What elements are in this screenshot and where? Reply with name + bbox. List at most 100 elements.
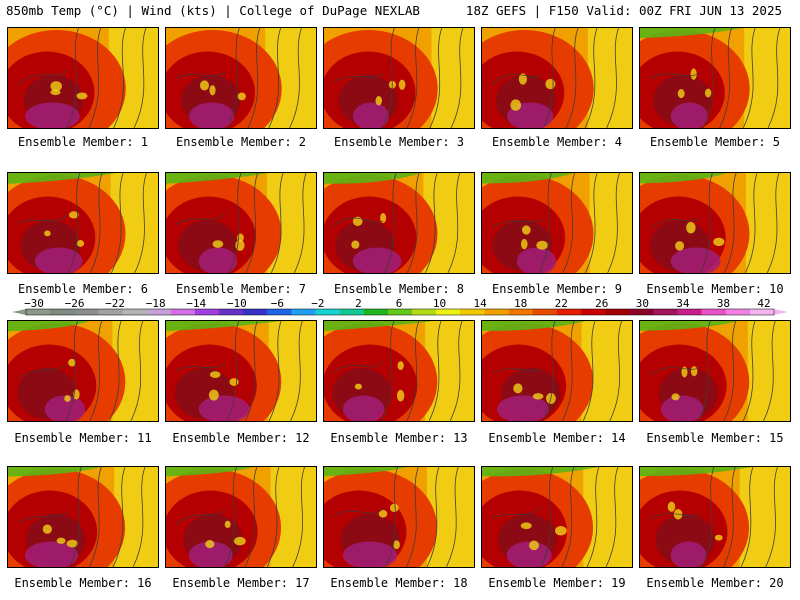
ensemble-member-map <box>165 172 317 274</box>
ensemble-member-caption: Ensemble Member: 11 <box>14 431 152 445</box>
colorbar-segment <box>725 309 751 315</box>
temperature-field <box>324 173 474 273</box>
temperature-field <box>640 467 790 567</box>
colorbar-tick-label: 30 <box>636 298 649 310</box>
ensemble-member-map <box>323 466 475 568</box>
ensemble-member-map <box>7 172 159 274</box>
ensemble-member-map <box>639 320 791 422</box>
colorbar-tick-label: −26 <box>65 298 85 310</box>
ensemble-member-map <box>481 466 633 568</box>
colorbar-tick-label: 10 <box>433 298 446 310</box>
temperature-field <box>482 467 632 567</box>
colorbar-segment <box>412 309 437 315</box>
colorbar-tick-label: −14 <box>186 298 206 310</box>
map-title: 850mb Temp (°C) | Wind (kts) | College o… <box>6 3 420 18</box>
temperature-field <box>482 173 632 273</box>
colorbar-segment <box>629 309 654 315</box>
colorbar-segment <box>387 309 413 315</box>
ensemble-member-caption: Ensemble Member: 18 <box>330 576 468 590</box>
temperature-field <box>640 28 790 128</box>
ensemble-member-caption: Ensemble Member: 14 <box>488 431 626 445</box>
colorbar-segment <box>677 309 702 315</box>
colorbar-segment <box>315 309 340 315</box>
colorbar-tick-label: 14 <box>473 298 487 310</box>
colorbar-segment <box>291 309 316 315</box>
colorbar-tick-label: 38 <box>717 298 730 310</box>
temperature-field <box>324 28 474 128</box>
colorbar-tick-label: −10 <box>227 298 247 310</box>
colorbar-segment <box>50 309 75 315</box>
colorbar-tick-label: 2 <box>355 298 362 310</box>
temperature-field <box>324 321 474 421</box>
colorbar-tick-label: 22 <box>555 298 568 310</box>
colorbar-tick-label: −6 <box>271 298 284 310</box>
ensemble-member-map <box>7 466 159 568</box>
ensemble-member-caption: Ensemble Member: 5 <box>649 135 781 149</box>
ensemble-member-caption: Ensemble Member: 12 <box>172 431 310 445</box>
colorbar-segment <box>653 309 678 315</box>
ensemble-member-caption: Ensemble Member: 6 <box>17 282 149 296</box>
colorbar-segment <box>556 309 582 315</box>
colorbar-segment <box>749 309 775 315</box>
ensemble-member-map <box>7 27 159 129</box>
ensemble-member-caption: Ensemble Member: 10 <box>646 282 784 296</box>
colorbar-tick-label: 18 <box>514 298 527 310</box>
ensemble-member-caption: Ensemble Member: 3 <box>333 135 465 149</box>
colorbar-segment <box>460 309 485 315</box>
model-run-valid-time: 18Z GEFS | F150 Valid: 00Z FRI JUN 13 20… <box>465 3 782 18</box>
temperature-field <box>482 321 632 421</box>
ensemble-member-map <box>639 466 791 568</box>
colorbar-segment <box>243 309 268 315</box>
temperature-field <box>324 467 474 567</box>
colorbar-segment <box>508 309 534 315</box>
colorbar-tick-label: 6 <box>396 298 403 310</box>
colorbar-segment <box>267 309 292 315</box>
ensemble-member-map <box>323 27 475 129</box>
ensemble-member-map <box>481 27 633 129</box>
colorbar-tick-label: 34 <box>676 298 690 310</box>
colorbar-segment <box>580 309 606 315</box>
ensemble-member-caption: Ensemble Member: 2 <box>175 135 307 149</box>
ensemble-member-map <box>481 320 633 422</box>
temperature-field <box>8 467 158 567</box>
temperature-field <box>482 28 632 128</box>
ensemble-member-caption: Ensemble Member: 1 <box>17 135 149 149</box>
ensemble-member-map <box>165 466 317 568</box>
ensemble-member-map <box>165 27 317 129</box>
colorbar-tick-label: 42 <box>757 298 770 310</box>
colorbar-segment <box>484 309 509 315</box>
colorbar-tick-label: −22 <box>105 298 125 310</box>
colorbar-segment <box>122 309 147 315</box>
colorbar-segment <box>605 309 630 315</box>
ensemble-member-map <box>323 172 475 274</box>
colorbar-segment <box>170 309 196 315</box>
colorbar-segment <box>146 309 172 315</box>
colorbar-segment <box>219 309 244 315</box>
temperature-field <box>8 173 158 273</box>
ensemble-member-caption: Ensemble Member: 13 <box>330 431 468 445</box>
ensemble-member-caption: Ensemble Member: 8 <box>333 282 465 296</box>
colorbar-tick-label: 26 <box>595 298 608 310</box>
colorbar-segment <box>363 309 389 315</box>
ensemble-member-caption: Ensemble Member: 20 <box>646 576 784 590</box>
temperature-field <box>166 173 316 273</box>
colorbar-segment <box>26 309 51 315</box>
colorbar-segment <box>194 309 220 315</box>
ensemble-member-caption: Ensemble Member: 15 <box>646 431 784 445</box>
ensemble-member-caption: Ensemble Member: 16 <box>14 576 152 590</box>
ensemble-member-caption: Ensemble Member: 9 <box>491 282 623 296</box>
colorbar-segment <box>339 309 365 315</box>
colorbar-segment <box>532 309 558 315</box>
ensemble-member-map <box>639 172 791 274</box>
ensemble-member-caption: Ensemble Member: 4 <box>491 135 623 149</box>
temperature-field <box>8 28 158 128</box>
ensemble-member-map <box>7 320 159 422</box>
colorbar-segment <box>98 309 123 315</box>
ensemble-member-map <box>165 320 317 422</box>
temperature-field <box>8 321 158 421</box>
colorbar-tick-label: −30 <box>24 298 44 310</box>
colorbar-tick-label: −2 <box>311 298 324 310</box>
colorbar-segment <box>436 309 461 315</box>
colorbar-segment <box>74 309 99 315</box>
ensemble-member-map <box>323 320 475 422</box>
